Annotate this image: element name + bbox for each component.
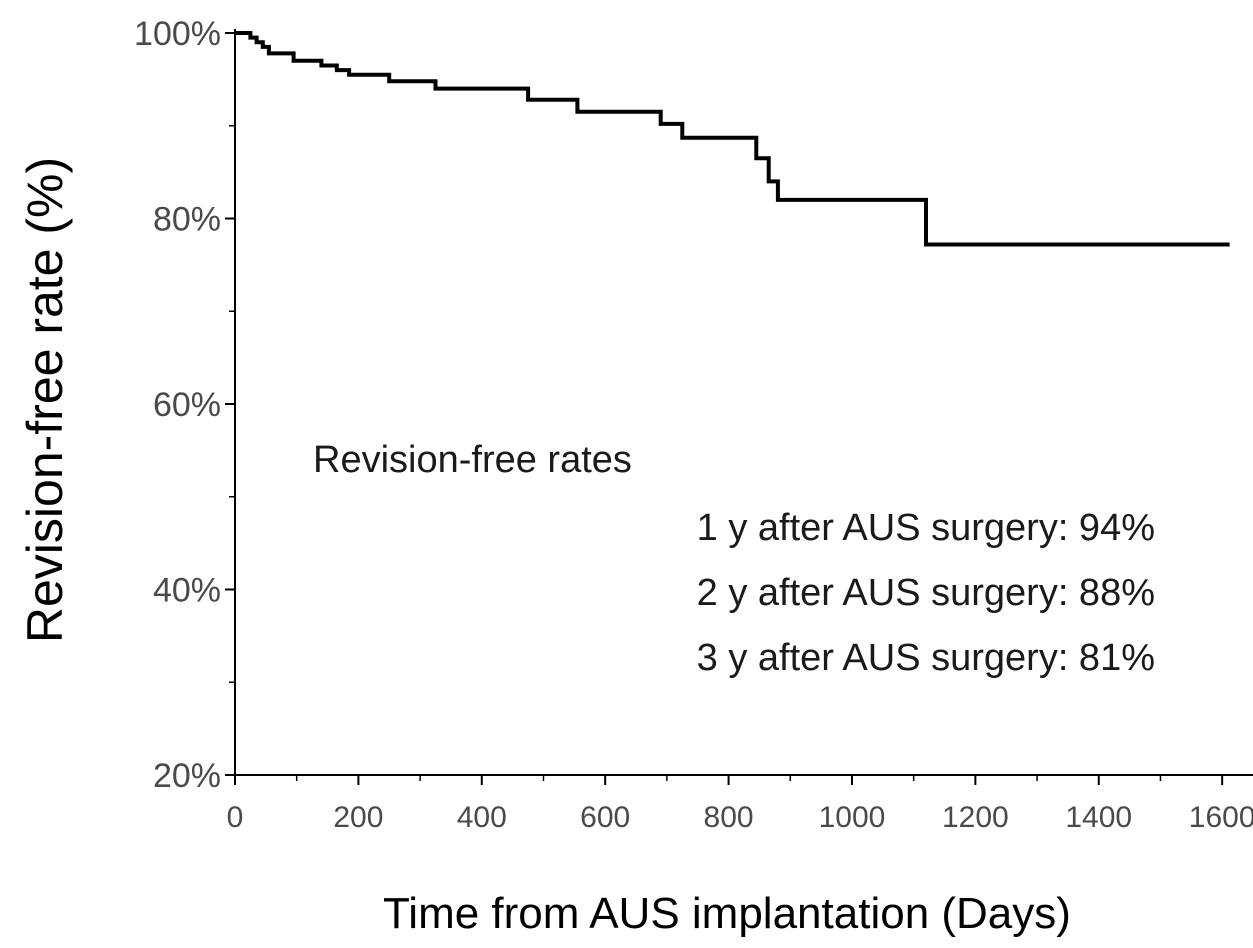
y-tick-label: 80% — [153, 201, 221, 239]
x-tick-label: 0 — [227, 801, 244, 834]
annotation-line-1y: 1 y after AUS surgery: 94% — [697, 507, 1155, 549]
x-tick-label: 1600 — [1189, 801, 1253, 834]
y-ticks: 20% 40% 60% 80% 100% — [134, 15, 235, 795]
x-tick-label: 1000 — [819, 801, 886, 834]
y-tick-label: 60% — [153, 386, 221, 424]
annotation-box: Revision-free rates 1 y after AUS surger… — [313, 439, 1155, 679]
x-tick-label: 1400 — [1065, 801, 1132, 834]
y-tick-label: 40% — [153, 572, 221, 610]
survival-step-line — [235, 31, 1230, 247]
x-axis-title: Time from AUS implantation (Days) — [383, 889, 1071, 938]
y-tick-label: 100% — [134, 15, 221, 53]
y-tick-label: 20% — [153, 757, 221, 795]
axes: 20% 40% 60% 80% 100% 0 200 400 600 800 1000 1200 14… — [134, 15, 1253, 834]
x-tick-label: 1200 — [942, 801, 1009, 834]
x-tick-label: 600 — [580, 801, 630, 834]
x-tick-label: 800 — [704, 801, 754, 834]
annotation-line-2y: 2 y after AUS surgery: 88% — [697, 572, 1155, 614]
annotation-line-3y: 3 y after AUS surgery: 81% — [697, 637, 1155, 679]
x-tick-label: 200 — [333, 801, 383, 834]
x-tick-label: 400 — [457, 801, 507, 834]
y-axis-title: Revision-free rate (%) — [17, 157, 73, 643]
annotation-heading: Revision-free rates — [313, 439, 632, 481]
x-ticks: 0 200 400 600 800 1000 1200 1400 1600 — [227, 775, 1253, 834]
